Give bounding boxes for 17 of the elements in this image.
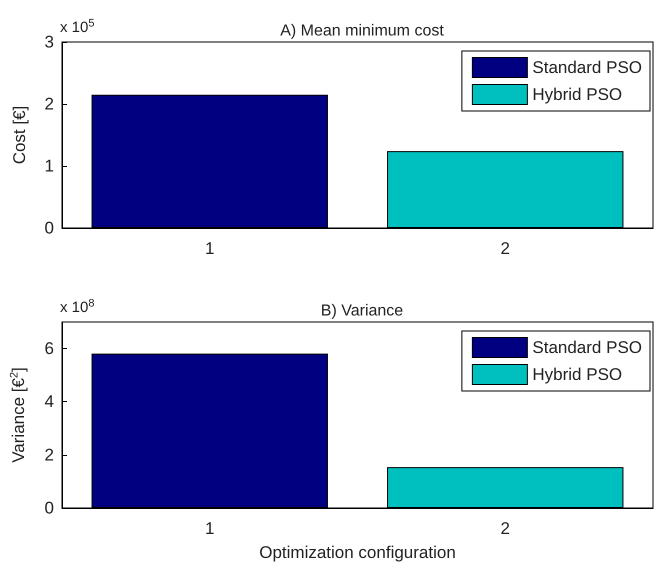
x-axis-title: Optimization configuration [259, 543, 456, 562]
legend-label: Hybrid PSO [532, 365, 622, 384]
y-tick-label: 2 [44, 445, 54, 464]
y-axis-title: Variance [€2] [8, 367, 28, 463]
chart-title: B) Variance [320, 302, 404, 320]
y-tick-label: 0 [44, 218, 54, 238]
y-tick-label: 0 [44, 498, 54, 518]
y-tick-label: 1 [44, 156, 54, 176]
y-tick-label: 6 [44, 339, 54, 358]
y-tick-label: 2 [44, 94, 54, 114]
chart-title: A) Mean minimum cost [280, 22, 444, 40]
legend-label: Hybrid PSO [532, 85, 622, 104]
legend-label: Standard PSO [532, 338, 642, 357]
y-tick-label: 4 [44, 392, 54, 412]
y-tick-label: 3 [44, 32, 54, 52]
y-axis-title: Cost [€] [10, 106, 29, 164]
legend-label: Standard PSO [532, 58, 642, 77]
